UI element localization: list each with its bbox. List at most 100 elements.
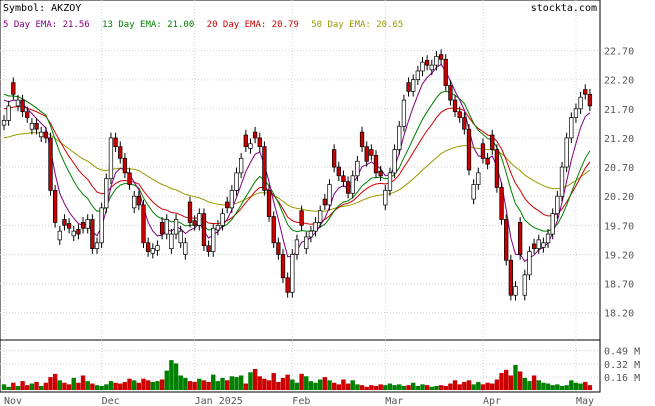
up-candle-body bbox=[513, 286, 518, 296]
down-candle-body bbox=[341, 175, 346, 182]
up-candle-body bbox=[150, 248, 155, 254]
up-candle-body bbox=[350, 175, 355, 194]
down-candle-body bbox=[466, 128, 472, 171]
down-candle-body bbox=[113, 137, 118, 148]
candle bbox=[550, 208, 555, 240]
volume-bar bbox=[471, 384, 476, 390]
up-candle-body bbox=[471, 184, 476, 200]
candle bbox=[146, 237, 151, 257]
volume-bar bbox=[438, 385, 444, 390]
volume-bar bbox=[215, 381, 221, 390]
candle bbox=[141, 199, 146, 249]
candle bbox=[438, 49, 444, 65]
up-candle-body bbox=[229, 190, 235, 209]
candle bbox=[6, 100, 11, 126]
candle bbox=[155, 240, 160, 256]
volume-tick-label: 0.49 M bbox=[604, 346, 640, 357]
volume-bar bbox=[322, 377, 328, 390]
volume-bar bbox=[541, 382, 546, 390]
candle bbox=[583, 84, 588, 100]
candle bbox=[57, 225, 62, 246]
candle bbox=[122, 153, 128, 179]
candle bbox=[336, 161, 341, 182]
volume-bar bbox=[6, 386, 11, 390]
up-candle-body bbox=[71, 230, 76, 237]
candle bbox=[39, 126, 44, 143]
up-candle-body bbox=[239, 157, 244, 174]
candle bbox=[411, 74, 416, 97]
volume-bar bbox=[429, 386, 434, 390]
volume-bar bbox=[345, 383, 351, 390]
volume-bar bbox=[318, 379, 323, 390]
up-candle-body bbox=[132, 195, 137, 209]
down-candle-body bbox=[266, 190, 272, 217]
candle bbox=[392, 144, 397, 179]
volume-bar bbox=[452, 380, 458, 390]
candle bbox=[573, 103, 579, 123]
candle bbox=[164, 214, 169, 240]
up-candle-body bbox=[578, 96, 583, 110]
volume-bar bbox=[313, 382, 318, 390]
candle bbox=[448, 80, 453, 106]
candle bbox=[452, 94, 458, 117]
volume-bar bbox=[243, 383, 248, 390]
candle bbox=[76, 224, 81, 240]
candle bbox=[401, 94, 407, 132]
up-candle-body bbox=[573, 108, 579, 118]
candle bbox=[299, 205, 304, 231]
symbol-label: Symbol: AKZOY bbox=[3, 3, 81, 14]
volume-bar bbox=[336, 384, 341, 390]
volume-bar bbox=[559, 385, 565, 390]
candle bbox=[169, 228, 174, 254]
volume-bar bbox=[85, 381, 90, 390]
volume-bar bbox=[11, 382, 16, 390]
down-candle-body bbox=[494, 149, 500, 188]
volume-bar bbox=[304, 376, 309, 390]
candle bbox=[457, 106, 462, 123]
candle bbox=[220, 208, 225, 231]
volume-bar bbox=[229, 376, 235, 390]
volume-bar bbox=[531, 375, 537, 390]
volume-bar bbox=[197, 378, 202, 390]
up-candle-body bbox=[392, 149, 397, 174]
volume-bar bbox=[517, 371, 523, 390]
candle bbox=[159, 217, 165, 240]
volume-bar bbox=[164, 370, 169, 390]
up-candle-body bbox=[183, 242, 188, 255]
volume-tick-label: 0.32 M bbox=[604, 360, 640, 371]
volume-bar bbox=[466, 380, 472, 390]
candle bbox=[522, 269, 527, 301]
volume-bar bbox=[173, 363, 179, 390]
candle bbox=[490, 129, 495, 155]
candle bbox=[387, 167, 393, 196]
price-tick-label: 21.70 bbox=[604, 105, 634, 116]
candle bbox=[271, 211, 276, 249]
down-candle-body bbox=[280, 254, 286, 279]
down-candle-body bbox=[262, 146, 267, 191]
volume-bar bbox=[443, 385, 448, 390]
volume-bar bbox=[145, 380, 151, 390]
candle bbox=[48, 132, 53, 196]
up-candle-body bbox=[327, 184, 332, 206]
volume-bar bbox=[550, 385, 555, 390]
date-tick-label: Apr bbox=[483, 396, 501, 406]
up-candle-body bbox=[401, 99, 407, 127]
down-candle-body bbox=[322, 198, 327, 206]
date-tick-label: May bbox=[576, 396, 594, 406]
candle bbox=[294, 234, 300, 260]
volume-bar bbox=[76, 382, 81, 390]
volume-bar bbox=[406, 385, 411, 390]
down-candle-body bbox=[490, 134, 495, 150]
up-candle-body bbox=[178, 230, 183, 244]
candle bbox=[373, 150, 379, 179]
candle bbox=[443, 54, 448, 91]
candle bbox=[304, 231, 309, 254]
down-candle-body bbox=[43, 131, 48, 139]
up-candle-body bbox=[536, 239, 541, 249]
up-candle-body bbox=[555, 195, 560, 215]
candle bbox=[476, 167, 481, 190]
up-candle-body bbox=[173, 219, 179, 235]
up-candle-body bbox=[211, 227, 216, 252]
candle bbox=[257, 132, 262, 152]
up-candle-body bbox=[545, 233, 551, 244]
